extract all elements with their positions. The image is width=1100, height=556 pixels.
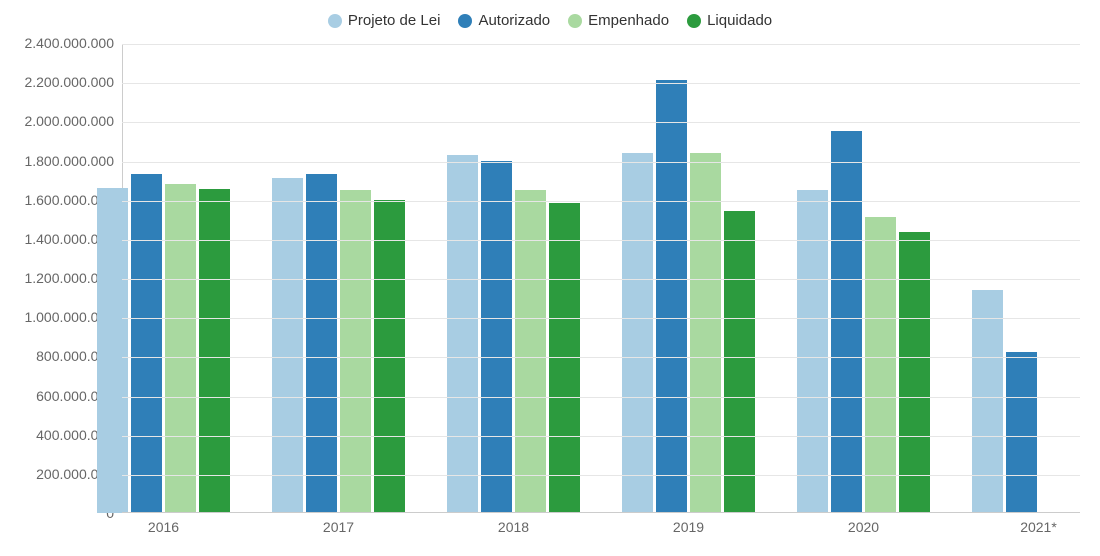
legend-item: Autorizado bbox=[458, 12, 550, 29]
gridline bbox=[122, 397, 1080, 398]
chart-legend: Projeto de Lei Autorizado Empenhado Liquida… bbox=[20, 12, 1080, 29]
bar bbox=[199, 189, 230, 513]
bar bbox=[797, 190, 828, 513]
bar bbox=[972, 290, 1003, 513]
y-tick-label: 1.800.000.000 bbox=[24, 153, 114, 169]
legend-swatch bbox=[687, 14, 701, 28]
legend-swatch bbox=[328, 14, 342, 28]
x-tick-label: 2018 bbox=[498, 519, 529, 535]
gridline bbox=[122, 475, 1080, 476]
legend-label: Liquidado bbox=[707, 12, 772, 29]
gridline bbox=[122, 201, 1080, 202]
bar bbox=[165, 184, 196, 513]
bar bbox=[865, 217, 896, 513]
x-tick-label: 2016 bbox=[148, 519, 179, 535]
bar bbox=[481, 161, 512, 514]
bar bbox=[1006, 352, 1037, 513]
x-tick-label: 2019 bbox=[673, 519, 704, 535]
bar bbox=[656, 80, 687, 513]
gridline bbox=[122, 83, 1080, 84]
legend-swatch bbox=[458, 14, 472, 28]
legend-item: Projeto de Lei bbox=[328, 12, 441, 29]
bar bbox=[447, 155, 478, 513]
gridline bbox=[122, 357, 1080, 358]
gridline bbox=[122, 318, 1080, 319]
x-axis: 2016 2017 2018 2019 2020 2021* bbox=[122, 513, 1080, 539]
gridline bbox=[122, 279, 1080, 280]
bar bbox=[306, 174, 337, 513]
legend-label: Empenhado bbox=[588, 12, 669, 29]
bar bbox=[831, 131, 862, 513]
gridline bbox=[122, 240, 1080, 241]
bar bbox=[690, 153, 721, 513]
budget-bar-chart: Projeto de Lei Autorizado Empenhado Liquida… bbox=[0, 0, 1100, 556]
legend-label: Projeto de Lei bbox=[348, 12, 441, 29]
x-tick-label: 2017 bbox=[323, 519, 354, 535]
plot-area bbox=[122, 43, 1080, 513]
gridline bbox=[122, 162, 1080, 163]
bar bbox=[374, 200, 405, 513]
bar bbox=[724, 211, 755, 513]
bar bbox=[97, 188, 128, 513]
gridline bbox=[122, 436, 1080, 437]
legend-label: Autorizado bbox=[478, 12, 550, 29]
legend-item: Liquidado bbox=[687, 12, 772, 29]
y-tick-label: 2.000.000.000 bbox=[24, 113, 114, 129]
x-tick-label: 2020 bbox=[848, 519, 879, 535]
x-tick-label: 2021* bbox=[1020, 519, 1057, 535]
bar bbox=[272, 178, 303, 513]
gridline bbox=[122, 122, 1080, 123]
bar bbox=[515, 190, 546, 513]
y-tick-label: 2.200.000.000 bbox=[24, 74, 114, 90]
legend-item: Empenhado bbox=[568, 12, 669, 29]
gridline bbox=[122, 44, 1080, 45]
bar bbox=[899, 232, 930, 513]
bar bbox=[340, 190, 371, 513]
bar bbox=[622, 153, 653, 513]
y-tick-label: 2.400.000.000 bbox=[24, 35, 114, 51]
bar bbox=[131, 174, 162, 513]
legend-swatch bbox=[568, 14, 582, 28]
plot-wrapper: 0200.000.000400.000.000600.000.000800.00… bbox=[20, 43, 1080, 513]
